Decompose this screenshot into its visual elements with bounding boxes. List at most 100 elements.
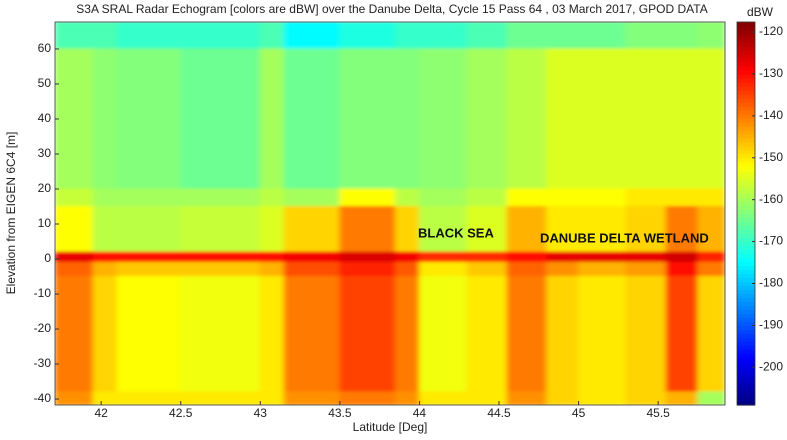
colorbar-swatch [737,321,755,326]
heat-cell [546,262,580,278]
colorbar-swatch [737,137,755,143]
heat-cell [259,48,285,190]
heat-cell [259,188,285,207]
heat-cell [418,251,468,264]
colorbar-swatch [737,369,755,374]
heat-cell [697,276,725,393]
heat-cell [180,276,261,393]
heat-cell [339,276,397,393]
colorbar-swatch [737,281,755,286]
colorbar-swatch [737,153,755,159]
x-axis-label: Latitude [Deg] [353,420,428,434]
colorbar-swatch [737,181,755,187]
y-axis-label: Elevation from EIGEN 6C4 [m] [4,132,18,295]
heat-cell [92,276,118,393]
heat-cell [418,262,468,278]
heat-cell [546,48,580,190]
heat-cell [55,22,94,50]
y-tick-label: 20 [38,181,52,195]
colorbar-swatch [737,341,755,346]
heat-cell [339,48,397,190]
heat-cell [546,22,580,50]
heat-cell [339,188,397,207]
heat-cell [578,188,627,207]
annotation: BLACK SEA [418,225,494,240]
y-tick-label: -10 [34,286,52,300]
colorbar-swatch [737,393,755,398]
heat-cell [506,188,548,207]
colorbar-label: dBW [747,5,774,19]
colorbar-swatch [737,61,755,67]
heat-cell [506,276,548,393]
colorbar-swatch [737,73,755,79]
colorbar-swatch [737,85,755,91]
heat-cell [697,22,725,50]
colorbar-swatch [737,273,755,278]
colorbar-swatch [737,241,755,247]
heat-cell [697,48,725,190]
heat-cell [92,22,118,50]
colorbar-swatch [737,201,755,207]
heat-cell [578,262,627,278]
heat-cell [55,262,94,278]
heat-cell [418,391,468,405]
colorbar-swatch [737,161,755,167]
heat-cell [665,251,699,264]
colorbar-swatch [737,365,755,370]
colorbar-tick-label: -150 [759,150,783,164]
x-tick-label: 44.5 [487,406,511,420]
colorbar-swatch [737,149,755,155]
colorbar-swatch [737,381,755,386]
heat-cell [116,22,182,50]
colorbar-swatch [737,305,755,310]
heat-cell [625,188,667,207]
colorbar-swatch [737,93,755,99]
heatmap-cells [55,22,725,405]
heat-cell [665,276,699,393]
heat-cell [466,251,508,264]
colorbar-swatch [737,361,755,366]
heat-cell [697,251,725,264]
colorbar-swatch [737,105,755,111]
heat-cell [92,188,118,207]
y-tick-label: 40 [38,111,52,125]
colorbar-swatch [737,189,755,195]
colorbar-swatch [737,397,755,402]
colorbar-swatch [737,309,755,314]
colorbar-swatch [737,173,755,179]
colorbar-swatch [737,169,755,175]
colorbar: -200 -190 -180 -170 -160 -150 -140 -130 -120 [736,21,783,406]
heat-cell [395,205,420,253]
x-tick-label: 42 [94,406,108,420]
colorbar-swatch [737,373,755,378]
colorbar-swatch [737,389,755,394]
colorbar-swatch [737,209,755,215]
heat-cell [55,188,94,207]
colorbar-frame [736,21,756,406]
heat-cell [506,205,548,253]
heat-cell [283,22,341,50]
colorbar-swatch [737,145,755,151]
colorbar-swatch [737,233,755,239]
heat-cell [116,262,182,278]
colorbar-swatch [737,53,755,59]
heat-cell [506,391,548,405]
heat-cell [283,251,341,264]
heat-cell [418,48,468,190]
heat-cell [116,205,182,253]
heat-cell [578,205,627,253]
heat-cell [339,251,397,264]
heat-cell [395,22,420,50]
y-tick-label: -20 [34,321,52,335]
heat-cell [506,251,548,264]
heat-cell [395,251,420,264]
heat-cell [625,391,667,405]
heat-cell [339,205,397,253]
heat-cell [259,22,285,50]
heat-cell [625,262,667,278]
colorbar-swatch [737,141,755,147]
heat-cell [546,188,580,207]
heat-cell [546,391,580,405]
heat-cell [259,391,285,405]
